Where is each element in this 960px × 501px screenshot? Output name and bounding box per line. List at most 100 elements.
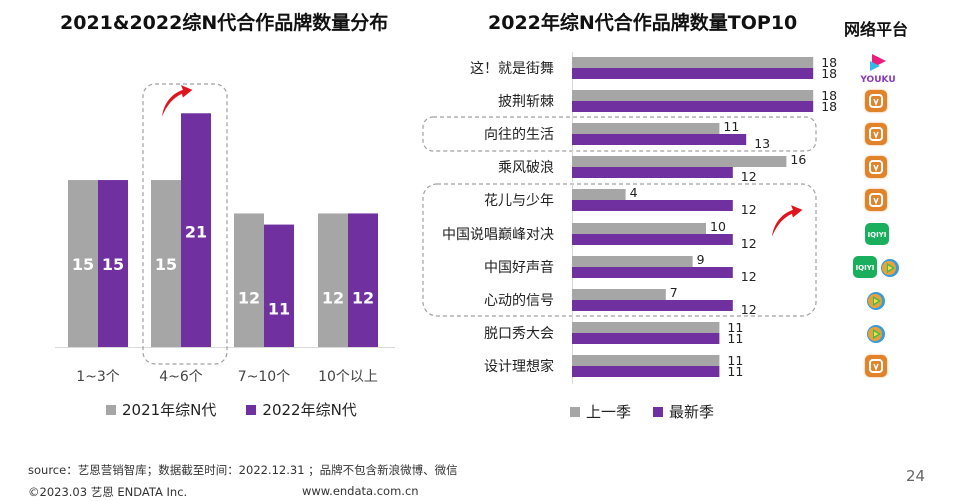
hbar-latest-6 bbox=[572, 267, 733, 278]
hbar-prev-6 bbox=[572, 256, 693, 267]
highlight-box-group bbox=[422, 183, 817, 317]
trend-up-arrow-icon-shape bbox=[772, 205, 803, 237]
bar-2021-2 bbox=[234, 213, 264, 347]
bar-value-label-2021-3: 12 bbox=[322, 288, 344, 307]
y-tick-label-0: 这！就是街舞 bbox=[470, 60, 554, 77]
svg-text:IQIYI: IQIYI bbox=[856, 264, 875, 272]
hbar-value-label-prev-6: 9 bbox=[697, 252, 705, 267]
youku-icon: YOUKU bbox=[859, 52, 896, 85]
hbar-value-label-prev-4: 4 bbox=[630, 185, 638, 200]
hbar-value-label-prev-3: 16 bbox=[790, 152, 806, 167]
y-tick-label-8: 脱口秀大会 bbox=[484, 326, 554, 342]
hbar-value-label-latest-7: 12 bbox=[741, 302, 757, 317]
bar-2021-0 bbox=[68, 180, 98, 347]
highlight-box-4-6 bbox=[142, 83, 228, 365]
bar-value-label-2022-0: 15 bbox=[102, 255, 124, 274]
bar-value-label-2021-2: 12 bbox=[238, 288, 260, 307]
hbar-value-label-latest-4: 12 bbox=[741, 202, 757, 217]
mango-tv-icon bbox=[865, 355, 887, 377]
legend-label-latest-season: 最新季 bbox=[669, 403, 715, 421]
y-tick-label-1: 披荆斩棘 bbox=[498, 94, 554, 110]
hbar-prev-8 bbox=[572, 322, 720, 333]
mango-tv-icon bbox=[865, 156, 887, 178]
right-legend: 上一季 最新季 bbox=[570, 401, 714, 422]
bar-2021-1 bbox=[151, 180, 181, 347]
x-tick-label-1: 4~6个 bbox=[159, 369, 203, 385]
hbar-latest-2 bbox=[572, 134, 747, 145]
hbar-prev-0 bbox=[572, 57, 814, 68]
hbar-value-label-latest-2: 13 bbox=[754, 136, 770, 151]
iqiyi-icon: IQIYI bbox=[853, 256, 877, 278]
hbar-prev-1 bbox=[572, 90, 814, 101]
hbar-value-label-latest-3: 12 bbox=[741, 169, 757, 184]
platform-column-title: 网络平台 bbox=[844, 20, 909, 39]
mango-tv-icon bbox=[865, 189, 887, 211]
copyright: ©2023.03 艺恩 ENDATA Inc. bbox=[28, 485, 188, 499]
y-tick-label-6: 中国好声音 bbox=[484, 259, 554, 276]
x-tick-label-2: 7~10个 bbox=[238, 369, 290, 385]
trend-up-arrow-icon-shape bbox=[162, 85, 193, 117]
y-tick-label-2: 向往的生活 bbox=[484, 127, 554, 143]
bar-value-label-2022-2: 11 bbox=[268, 300, 290, 319]
bar-2021-3 bbox=[318, 213, 348, 347]
bar-value-label-2021-1: 15 bbox=[155, 255, 177, 274]
hbar-latest-5 bbox=[572, 234, 733, 245]
y-tick-label-9: 设计理想家 bbox=[484, 358, 554, 375]
hbar-value-label-latest-1: 18 bbox=[821, 99, 837, 114]
x-tick-label-0: 1~3个 bbox=[76, 369, 120, 385]
hbar-latest-3 bbox=[572, 167, 733, 178]
bar-value-label-2022-1: 21 bbox=[185, 222, 207, 241]
left-bar-chart: 15 15 1~3个 15 21 4~6个 12 11 7~10个 12 12 10个以上 bbox=[55, 83, 395, 385]
left-chart-title: 2021&2022综N代合作品牌数量分布 bbox=[60, 12, 389, 34]
hbar-latest-0 bbox=[572, 68, 814, 79]
hbar-value-label-prev-5: 10 bbox=[710, 219, 726, 234]
hbar-value-label-latest-6: 12 bbox=[741, 269, 757, 284]
hbar-latest-9 bbox=[572, 366, 720, 377]
bar-2022-0 bbox=[98, 180, 128, 347]
hbar-latest-8 bbox=[572, 333, 720, 344]
hbar-latest-1 bbox=[572, 101, 814, 112]
hbar-value-label-latest-9: 11 bbox=[727, 364, 743, 379]
hbar-prev-4 bbox=[572, 189, 626, 200]
bar-2022-1 bbox=[181, 113, 211, 348]
right-chart-title: 2022年综N代合作品牌数量TOP10 bbox=[488, 12, 798, 34]
hbar-latest-7 bbox=[572, 300, 733, 311]
y-tick-label-7: 心动的信号 bbox=[484, 293, 554, 309]
svg-text:YOUKU: YOUKU bbox=[860, 75, 896, 84]
bar-2022-3 bbox=[348, 213, 378, 347]
hbar-value-label-prev-2: 11 bbox=[723, 119, 739, 134]
page-number: 24 bbox=[906, 467, 926, 485]
hbar-value-label-prev-8: 11 bbox=[727, 320, 743, 335]
hbar-prev-5 bbox=[572, 223, 706, 234]
hbar-value-label-latest-0: 18 bbox=[821, 66, 837, 81]
mango-tv-icon bbox=[865, 90, 887, 112]
y-tick-label-3: 乘风破浪 bbox=[498, 160, 554, 176]
tencent-video-icon bbox=[865, 323, 887, 345]
hbar-prev-2 bbox=[572, 123, 720, 134]
hbar-prev-7 bbox=[572, 289, 666, 300]
bar-value-label-2021-0: 15 bbox=[72, 255, 94, 274]
website-link[interactable]: www.endata.com.cn bbox=[302, 484, 419, 498]
highlight-box-xiangwang bbox=[422, 116, 817, 152]
left-legend: 2021年综N代 2022年综N代 bbox=[106, 399, 357, 420]
legend-label-prev-season: 上一季 bbox=[586, 403, 632, 421]
hbar-value-label-latest-8: 11 bbox=[727, 331, 743, 346]
legend-swatch-2021 bbox=[106, 404, 116, 415]
mango-tv-icon bbox=[865, 123, 887, 145]
tencent-video-icon bbox=[865, 290, 887, 312]
hbar-value-label-prev-9: 11 bbox=[727, 353, 743, 368]
tencent-video-icon bbox=[879, 257, 901, 279]
iqiyi-icon: IQIYI bbox=[865, 223, 889, 245]
legend-swatch-latest-season bbox=[653, 406, 664, 417]
hbar-prev-9 bbox=[572, 355, 720, 366]
legend-label-2022: 2022年综N代 bbox=[262, 401, 357, 419]
hbar-value-label-prev-1: 18 bbox=[821, 88, 837, 103]
bar-value-label-2022-3: 12 bbox=[352, 288, 374, 307]
svg-text:IQIYI: IQIYI bbox=[868, 231, 887, 239]
legend-label-2021: 2021年综N代 bbox=[122, 401, 217, 419]
trend-up-arrow-icon bbox=[162, 85, 193, 117]
trend-up-arrow-icon bbox=[772, 205, 803, 237]
hbar-value-label-prev-0: 18 bbox=[821, 55, 837, 70]
bar-2022-2 bbox=[264, 224, 294, 347]
